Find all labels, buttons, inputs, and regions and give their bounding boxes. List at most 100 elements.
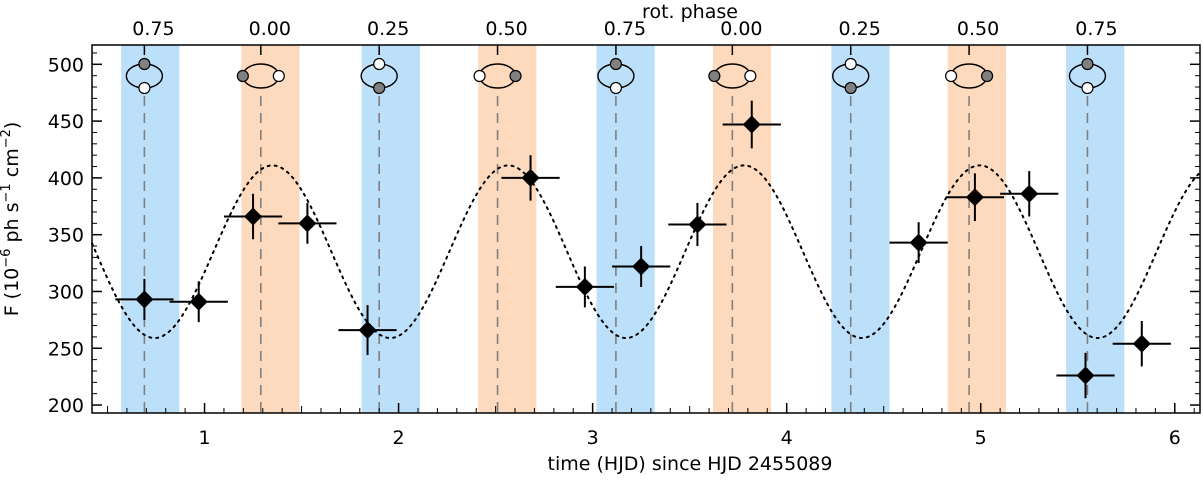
phase-band	[361, 45, 420, 413]
diamond-marker	[298, 214, 317, 233]
data-point	[945, 173, 1005, 222]
top-tick-label: 0.00	[249, 18, 291, 40]
y-tick-label: 250	[48, 338, 84, 360]
diamond-marker	[1020, 184, 1039, 203]
star-marker	[509, 69, 522, 83]
top-axis-title: rot. phase	[642, 1, 738, 23]
orbit-icon	[473, 63, 522, 89]
diamond-marker	[521, 168, 540, 187]
phase-lines	[143, 96, 1089, 413]
axis-ticks: 1 2 3 4 5 6 200 250 300 350 400 450 500 0.75 0.00 0.25 0…	[48, 18, 1200, 449]
star-marker	[609, 57, 623, 71]
top-tick-label: 0.75	[1075, 18, 1117, 40]
orbit-icon	[832, 57, 870, 95]
y-tick-label: 400	[48, 168, 84, 190]
top-tick-label: 0.25	[367, 18, 409, 40]
x-axis-title: time (HJD) since HJD 2455089	[548, 453, 833, 475]
data-point	[169, 281, 228, 323]
phase-band	[947, 45, 1006, 413]
diamond-marker	[909, 233, 928, 252]
orbit-icon	[125, 57, 164, 95]
x-tick-label: 3	[587, 427, 599, 449]
x-tick-label: 2	[393, 427, 405, 449]
star-marker	[138, 57, 151, 71]
star-marker	[1081, 81, 1094, 95]
phase-bands	[121, 45, 1125, 413]
diamond-marker	[1132, 334, 1151, 353]
data-point	[278, 202, 337, 244]
diamond-marker	[965, 188, 984, 207]
star-marker	[138, 81, 151, 95]
star-marker	[844, 57, 857, 71]
x-tick-label: 5	[975, 427, 987, 449]
data-point	[668, 202, 727, 247]
star-marker	[1081, 57, 1094, 71]
data-point	[1112, 321, 1171, 367]
data-point	[1056, 352, 1115, 399]
x-tick-label: 1	[198, 427, 210, 449]
data-point	[223, 193, 283, 240]
diamond-marker	[1076, 366, 1095, 385]
star-marker	[473, 69, 486, 83]
data-point	[722, 100, 781, 149]
phase-band	[712, 45, 772, 413]
phase-band	[241, 45, 300, 413]
phase-band	[121, 45, 180, 413]
star-marker	[944, 69, 958, 83]
top-tick-label: 0.75	[132, 18, 174, 40]
top-tick-label: 0.75	[604, 18, 646, 40]
star-marker	[744, 69, 757, 83]
data-point	[612, 246, 671, 287]
phase-band	[1066, 45, 1125, 413]
data-point	[115, 278, 174, 320]
diamond-marker	[244, 207, 263, 226]
orbit-icons	[125, 57, 1107, 95]
star-marker	[844, 81, 857, 95]
top-tick-label: 0.50	[957, 18, 999, 40]
star-marker	[373, 81, 386, 95]
phase-band	[478, 45, 537, 413]
data-point	[889, 222, 948, 264]
y-tick-label: 500	[48, 54, 84, 76]
y-tick-label: 450	[48, 111, 84, 133]
y-axis-title: F (10−6 ph s−1 cm−2)	[0, 122, 23, 317]
orbit-icon	[236, 63, 285, 89]
top-tick-label: 0.00	[720, 18, 762, 40]
phase-band	[831, 45, 890, 413]
diamond-marker	[358, 321, 377, 340]
plot-frame	[91, 44, 1201, 414]
x-tick-label: 6	[1169, 427, 1181, 449]
diamond-marker	[135, 290, 154, 309]
data-point	[555, 266, 614, 308]
star-marker	[708, 69, 721, 83]
star-marker	[980, 69, 994, 83]
orbit-icon	[708, 63, 757, 89]
star-marker	[609, 81, 623, 95]
x-tick-label: 4	[781, 427, 793, 449]
model-curve-group	[91, 164, 1201, 340]
top-tick-label: 0.50	[485, 18, 527, 40]
y-tick-label: 300	[48, 281, 84, 303]
y-tick-label: 350	[48, 225, 84, 247]
orbit-icon	[360, 57, 398, 95]
model-curve	[91, 164, 1201, 340]
data-point	[501, 155, 560, 201]
orbit-icon	[944, 63, 994, 89]
diamond-marker	[742, 115, 761, 134]
phase-band	[596, 45, 655, 413]
y-tick-label: 200	[48, 395, 84, 417]
data-point	[338, 305, 397, 356]
star-marker	[272, 69, 285, 83]
diamond-marker	[189, 292, 208, 311]
diamond-marker	[688, 215, 707, 234]
orbit-icon	[1068, 57, 1107, 95]
top-tick-label: 0.25	[839, 18, 881, 40]
diamond-marker	[575, 277, 594, 296]
diamond-marker	[632, 257, 651, 276]
star-marker	[373, 57, 386, 71]
data-points	[115, 100, 1171, 399]
star-marker	[236, 69, 249, 83]
data-point	[1000, 171, 1059, 217]
orbit-icon	[597, 57, 635, 95]
